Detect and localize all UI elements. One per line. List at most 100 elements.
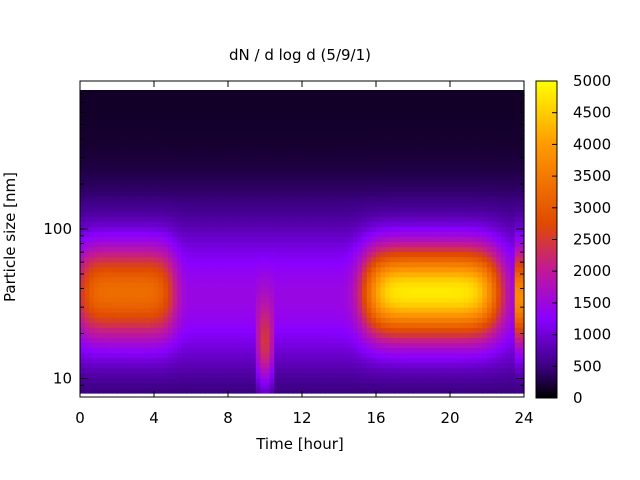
heatmap-cell <box>117 372 123 379</box>
heatmap-cell <box>274 196 280 202</box>
heatmap-cell <box>440 352 446 359</box>
heatmap-cell <box>121 382 127 389</box>
heatmap-cell <box>232 382 238 389</box>
heatmap-cell <box>362 357 368 364</box>
heatmap-cell <box>98 327 104 333</box>
heatmap-cell <box>140 130 146 137</box>
heatmap-cell <box>450 125 456 131</box>
heatmap-cell <box>269 352 275 359</box>
heatmap-cell <box>306 110 312 116</box>
heatmap-cell <box>440 292 446 298</box>
heatmap-cell <box>450 251 456 258</box>
heatmap-cell <box>417 241 423 248</box>
heatmap-cell <box>315 312 322 318</box>
heatmap-cell <box>200 231 206 238</box>
heatmap-cell <box>366 221 372 227</box>
heatmap-cell <box>371 175 377 182</box>
heatmap-cell <box>191 271 197 278</box>
heatmap-cell <box>265 100 271 106</box>
heatmap-cell <box>130 130 137 137</box>
heatmap-cell <box>389 332 396 339</box>
heatmap-cell <box>93 322 100 328</box>
heatmap-cell <box>269 196 275 202</box>
heatmap-cell <box>385 332 391 339</box>
heatmap-cell <box>80 342 86 349</box>
heatmap-cell <box>352 160 359 167</box>
heatmap-cell <box>186 191 192 197</box>
heatmap-cell <box>186 297 192 303</box>
heatmap-cell <box>357 357 363 364</box>
heatmap-cell <box>158 180 164 187</box>
heatmap-cell <box>394 377 400 384</box>
heatmap-cell <box>371 307 377 313</box>
heatmap-cell <box>357 175 363 182</box>
heatmap-cell <box>158 347 164 354</box>
heatmap-cell <box>126 221 132 227</box>
heatmap-cell <box>107 251 113 258</box>
heatmap-cell <box>204 382 211 389</box>
heatmap-cell <box>422 165 428 172</box>
heatmap-cell <box>445 387 451 394</box>
heatmap-cell <box>112 246 118 253</box>
heatmap-cell <box>195 327 201 333</box>
heatmap-cell <box>135 322 141 328</box>
heatmap-cell <box>459 180 465 187</box>
heatmap-cell <box>200 100 206 106</box>
heatmap-cell <box>265 90 271 96</box>
heatmap-cell <box>339 337 345 344</box>
heatmap-cell <box>232 352 238 359</box>
heatmap-cell <box>117 317 123 323</box>
heatmap-cell <box>228 125 234 131</box>
heatmap-cell <box>140 196 146 202</box>
heatmap-cell <box>269 327 275 333</box>
heatmap-cell <box>223 140 229 147</box>
heatmap-cell <box>376 286 382 293</box>
heatmap-cell <box>167 226 174 232</box>
heatmap-cell <box>246 175 252 182</box>
heatmap-cell <box>357 337 363 344</box>
heatmap-cell <box>103 150 109 157</box>
heatmap-cell <box>181 155 187 162</box>
heatmap-cell <box>311 271 317 278</box>
heatmap-cell <box>320 382 326 389</box>
heatmap-cell <box>366 347 372 354</box>
heatmap-cell <box>376 135 382 142</box>
heatmap-cell <box>426 261 433 268</box>
heatmap-cell <box>371 377 377 384</box>
heatmap-cell <box>209 191 215 197</box>
heatmap-cell <box>93 135 100 142</box>
heatmap-cell <box>436 160 442 167</box>
heatmap-cell <box>459 155 465 162</box>
heatmap-cell <box>140 175 146 182</box>
heatmap-cell <box>209 175 215 182</box>
heatmap-cell <box>130 281 137 288</box>
heatmap-cell <box>218 332 224 339</box>
heatmap-cell <box>89 90 95 96</box>
heatmap-cell <box>440 312 446 318</box>
heatmap-cell <box>172 251 178 258</box>
heatmap-cell <box>126 357 132 364</box>
heatmap-cell <box>445 160 451 167</box>
heatmap-cell <box>149 256 155 263</box>
heatmap-cell <box>154 236 160 243</box>
heatmap-cell <box>112 362 118 369</box>
heatmap-cell <box>431 231 437 238</box>
heatmap-cell <box>306 95 312 101</box>
heatmap-cell <box>130 337 137 344</box>
heatmap-cell <box>195 140 201 147</box>
heatmap-cell <box>288 266 294 273</box>
heatmap-cell <box>292 312 298 318</box>
heatmap-cell <box>167 357 174 364</box>
heatmap-cell <box>306 170 312 177</box>
heatmap-cell <box>357 185 363 192</box>
heatmap-cell <box>334 125 340 131</box>
heatmap-cell <box>380 322 386 328</box>
heatmap-cell <box>117 226 123 232</box>
heatmap-cell <box>445 110 451 116</box>
heatmap-cell <box>292 241 298 248</box>
heatmap-cell <box>195 246 201 253</box>
heatmap-cell <box>228 332 234 339</box>
heatmap-cell <box>191 362 197 369</box>
heatmap-cell <box>362 211 368 217</box>
heatmap-cell <box>223 185 229 192</box>
